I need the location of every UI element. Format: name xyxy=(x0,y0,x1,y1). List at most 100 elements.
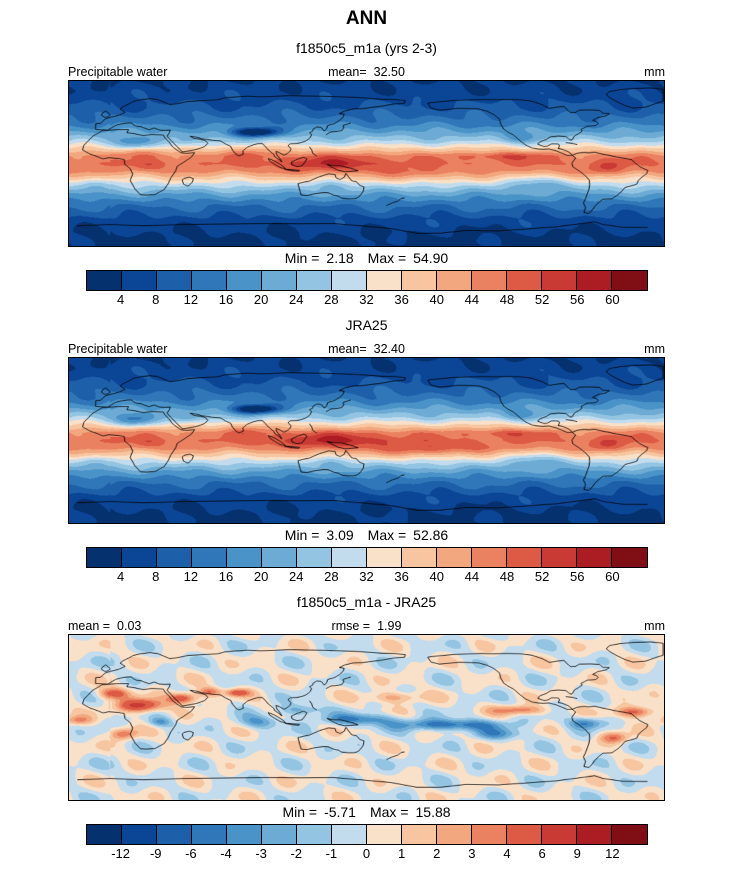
panel-model-header: Precipitable water mean= 32.50 mm xyxy=(68,63,665,79)
mean-label: mean= xyxy=(328,342,367,356)
mean-stat: mean= 32.50 xyxy=(328,65,405,79)
min-value: -5.71 xyxy=(324,804,356,820)
colorbar-cell xyxy=(225,548,261,567)
colorbar-tick-label: 24 xyxy=(289,292,304,307)
max-value: 54.90 xyxy=(413,250,449,266)
colorbar-model: 4 8 12 16 20 24 28 32 36 40 44 48 52 56 60 xyxy=(85,270,648,307)
panel-diff-header: mean = 0.03 rmse = 1.99 mm xyxy=(68,617,665,633)
colorbar-obs: 4 8 12 16 20 24 28 32 36 40 44 48 52 56 60 xyxy=(85,547,648,584)
colorbar-cell xyxy=(225,271,261,290)
colorbar-tick-label: 12 xyxy=(183,569,199,584)
colorbar-cell xyxy=(611,548,647,567)
colorbar-ticks: 4 8 12 16 20 24 28 32 36 40 44 48 52 56 60 xyxy=(86,568,648,584)
colorbar-tick-label: 28 xyxy=(324,292,339,307)
colorbar-tick-label: 16 xyxy=(218,292,234,307)
colorbar-cell xyxy=(295,548,331,567)
colorbar-cell xyxy=(86,825,121,844)
colorbar-tick-label: 12 xyxy=(183,292,199,307)
colorbar-tick-label: 20 xyxy=(253,292,269,307)
mean-stat: mean= 32.40 xyxy=(328,342,405,356)
colorbar-cells xyxy=(85,270,648,291)
colorbar-cell xyxy=(506,271,542,290)
colorbar-cell xyxy=(86,271,121,290)
colorbar-tick-label: 60 xyxy=(605,569,620,584)
colorbar-tick-label: 4 xyxy=(503,846,511,861)
colorbar-cell xyxy=(576,825,612,844)
colorbar-cell xyxy=(506,825,542,844)
colorbar-cells xyxy=(85,824,648,845)
colorbar-tick-label: 3 xyxy=(468,846,476,861)
colorbar-cell xyxy=(576,271,612,290)
mean-value: 32.50 xyxy=(373,65,405,79)
colorbar-tick-label: 1 xyxy=(398,846,406,861)
mean-value: 32.40 xyxy=(373,342,405,356)
colorbar-cell xyxy=(155,825,191,844)
colorbar-cell xyxy=(611,271,647,290)
colorbar-tick-label: 6 xyxy=(538,846,546,861)
colorbar-cell xyxy=(86,548,121,567)
panel-diff-title: f1850c5_m1a - JRA25 xyxy=(296,594,437,610)
colorbar-cell xyxy=(506,548,542,567)
colorbar-cell xyxy=(436,825,472,844)
mean-label: mean = xyxy=(68,619,111,633)
colorbar-tick-label: 8 xyxy=(152,569,160,584)
colorbar-cell xyxy=(120,548,156,567)
colorbar-cell xyxy=(330,548,366,567)
colorbar-tick-label: 40 xyxy=(429,569,444,584)
colorbar-cell xyxy=(295,271,331,290)
colorbar-tick-label: 4 xyxy=(117,292,125,307)
min-label: Min = xyxy=(282,804,318,820)
minmax-row: Min = 3.09 Max = 52.86 xyxy=(68,527,665,544)
colorbar-tick-label: 28 xyxy=(324,569,339,584)
colorbar-tick-label: -2 xyxy=(290,846,303,861)
figure-title: ANN xyxy=(345,8,388,29)
min-value: 3.09 xyxy=(326,527,354,543)
colorbar-cell xyxy=(541,548,577,567)
panel-obs-header: Precipitable water mean= 32.40 mm xyxy=(68,340,665,356)
colorbar-tick-label: 0 xyxy=(362,846,371,861)
colorbar-cell xyxy=(401,825,437,844)
colorbar-cell xyxy=(366,548,402,567)
colorbar-ticks: 4 8 12 16 20 24 28 32 36 40 44 48 52 56 60 xyxy=(86,291,648,307)
colorbar-tick-label: 52 xyxy=(534,569,550,584)
colorbar-tick-label: 2 xyxy=(433,846,441,861)
mean-value: 0.03 xyxy=(117,619,142,633)
colorbar-cell xyxy=(295,825,331,844)
colorbar-tick-label: 52 xyxy=(534,292,550,307)
max-value: 15.88 xyxy=(415,804,451,820)
colorbar-cell xyxy=(366,825,402,844)
colorbar-cells xyxy=(85,547,648,568)
min-label: Min = xyxy=(284,250,320,266)
colorbar-tick-label: 32 xyxy=(359,569,374,584)
mean-stat: mean = 0.03 xyxy=(68,619,141,633)
colorbar-cell xyxy=(471,271,507,290)
colorbar-tick-label: 40 xyxy=(429,292,444,307)
map-canvas-model xyxy=(68,80,665,247)
map-canvas-obs xyxy=(68,357,665,524)
panel-obs-title: JRA25 xyxy=(345,317,388,333)
colorbar-tick-label: 24 xyxy=(289,569,304,584)
colorbar-tick-label: 8 xyxy=(152,292,160,307)
min-label: Min = xyxy=(284,527,320,543)
units-label: mm xyxy=(644,619,665,633)
max-label: Max = xyxy=(367,527,407,543)
colorbar-cell xyxy=(225,825,261,844)
max-label: Max = xyxy=(369,804,409,820)
colorbar-tick-label: -1 xyxy=(325,846,338,861)
panel-diff: f1850c5_m1a - JRA25 mean = 0.03 rmse = 1.9… xyxy=(68,594,665,861)
colorbar-cell xyxy=(190,271,226,290)
colorbar-cell xyxy=(401,271,437,290)
min-value: 2.18 xyxy=(326,250,354,266)
colorbar-cell xyxy=(120,271,156,290)
colorbar-tick-label: 32 xyxy=(359,292,374,307)
colorbar-cell xyxy=(190,825,226,844)
colorbar-cell xyxy=(471,548,507,567)
field-label: Precipitable water xyxy=(68,342,168,356)
colorbar-tick-label: 60 xyxy=(605,292,620,307)
colorbar-cell xyxy=(155,271,191,290)
colorbar-cell xyxy=(471,825,507,844)
colorbar-tick-label: 44 xyxy=(464,292,480,307)
colorbar-cell xyxy=(436,271,472,290)
colorbar-tick-label: 48 xyxy=(499,569,515,584)
colorbar-tick-label: 48 xyxy=(499,292,515,307)
